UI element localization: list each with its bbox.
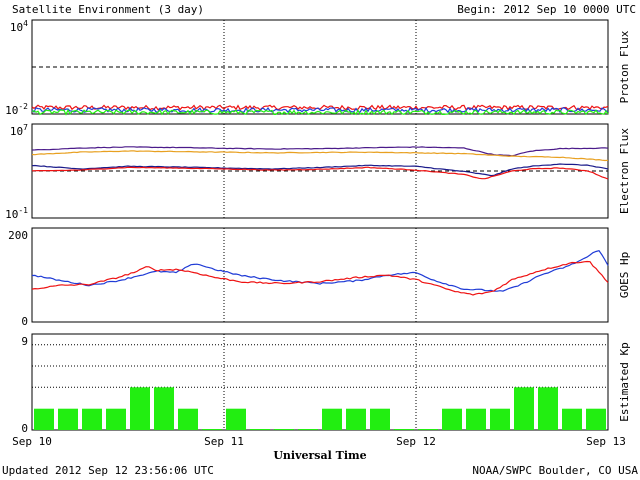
kp-bar-1	[58, 408, 78, 430]
chart-title: Satellite Environment (3 day)	[12, 3, 204, 16]
proton-series-line-0	[31, 104, 609, 111]
electron-ytick-bottom: 10-1	[5, 206, 28, 221]
electron-series-line-2	[31, 163, 609, 177]
kp-bar-12	[322, 408, 342, 430]
kp-bar-6	[178, 408, 198, 430]
xtick-sep10: Sep 10	[12, 435, 52, 448]
kp-bar-8	[226, 408, 246, 430]
electron-ytick-top-exp: 7	[23, 123, 28, 132]
electron-series-line-3	[31, 166, 609, 180]
kp-bar-17	[442, 408, 462, 430]
proton-series-line-1	[31, 106, 609, 114]
kp-bar-11	[298, 429, 318, 430]
kp-bar-14	[370, 408, 390, 430]
kp-bar-4	[130, 387, 150, 430]
electron-flux-series	[31, 146, 609, 180]
goes-hp-ytick-bottom: 0	[21, 315, 28, 328]
electron-flux-panel: 107 10-1 Electron Flux	[5, 123, 631, 221]
goes-hp-series-line-1	[31, 260, 609, 296]
electron-series-line-1	[31, 150, 609, 162]
kp-bar-0	[34, 408, 54, 430]
proton-ytick-bottom-base: 10	[5, 104, 18, 117]
proton-ytick-top: 104	[10, 19, 28, 34]
kp-bar-23	[586, 408, 606, 430]
kp-bar-2	[82, 408, 102, 430]
kp-bar-20	[514, 387, 534, 430]
electron-ytick-bottom-exp: -1	[18, 206, 28, 215]
kp-bar-3	[106, 408, 126, 430]
proton-ytick-top-base: 10	[10, 21, 23, 34]
proton-flux-series	[31, 104, 609, 116]
kp-bar-7	[202, 429, 222, 430]
estimated-kp-panel: 9 0 Estimated Kp	[21, 333, 631, 435]
xtick-sep13: Sep 13	[586, 435, 626, 448]
proton-flux-panel: 104 10-2 Proton Flux	[5, 19, 631, 117]
kp-ytick-top: 9	[21, 335, 28, 348]
proton-series-line-2	[31, 108, 609, 116]
updated-timestamp: Updated 2012 Sep 12 23:56:06 UTC	[2, 464, 214, 477]
kp-bar-16	[418, 429, 438, 430]
estimated-kp-ylabel: Estimated Kp	[618, 342, 631, 421]
electron-ytick-bottom-base: 10	[5, 208, 18, 221]
kp-bar-13	[346, 408, 366, 430]
x-axis-label: Universal Time	[273, 449, 366, 462]
goes-hp-ytick-top: 200	[8, 229, 28, 242]
kp-bar-19	[490, 408, 510, 430]
goes-hp-panel: 200 0 GOES Hp	[8, 227, 631, 328]
proton-ytick-bottom: 10-2	[5, 102, 28, 117]
kp-bar-10	[274, 429, 294, 430]
electron-ytick-top-base: 10	[10, 125, 23, 138]
goes-hp-frame	[31, 227, 609, 323]
estimated-kp-bars	[34, 387, 606, 430]
electron-flux-ylabel: Electron Flux	[618, 128, 631, 214]
proton-flux-gridlines	[32, 20, 608, 114]
kp-bar-21	[538, 387, 558, 430]
kp-bar-5	[154, 387, 174, 430]
begin-time: Begin: 2012 Sep 10 0000 UTC	[457, 3, 636, 16]
proton-flux-ylabel: Proton Flux	[618, 30, 631, 103]
proton-ytick-bottom-exp: -2	[18, 102, 28, 111]
xtick-sep12: Sep 12	[396, 435, 436, 448]
proton-ytick-top-exp: 4	[23, 19, 28, 28]
kp-ytick-bottom: 0	[21, 422, 28, 435]
kp-bar-22	[562, 408, 582, 430]
goes-hp-ylabel: GOES Hp	[618, 252, 631, 298]
kp-bar-9	[250, 429, 270, 430]
goes-hp-series	[31, 250, 609, 296]
electron-ytick-top: 107	[10, 123, 28, 138]
kp-bar-15	[394, 429, 414, 430]
goes-hp-series-line-0	[31, 250, 609, 292]
estimated-kp-frame	[31, 333, 609, 431]
kp-bar-18	[466, 408, 486, 430]
xtick-sep11: Sep 11	[204, 435, 244, 448]
credit-text: NOAA/SWPC Boulder, CO USA	[472, 464, 638, 477]
